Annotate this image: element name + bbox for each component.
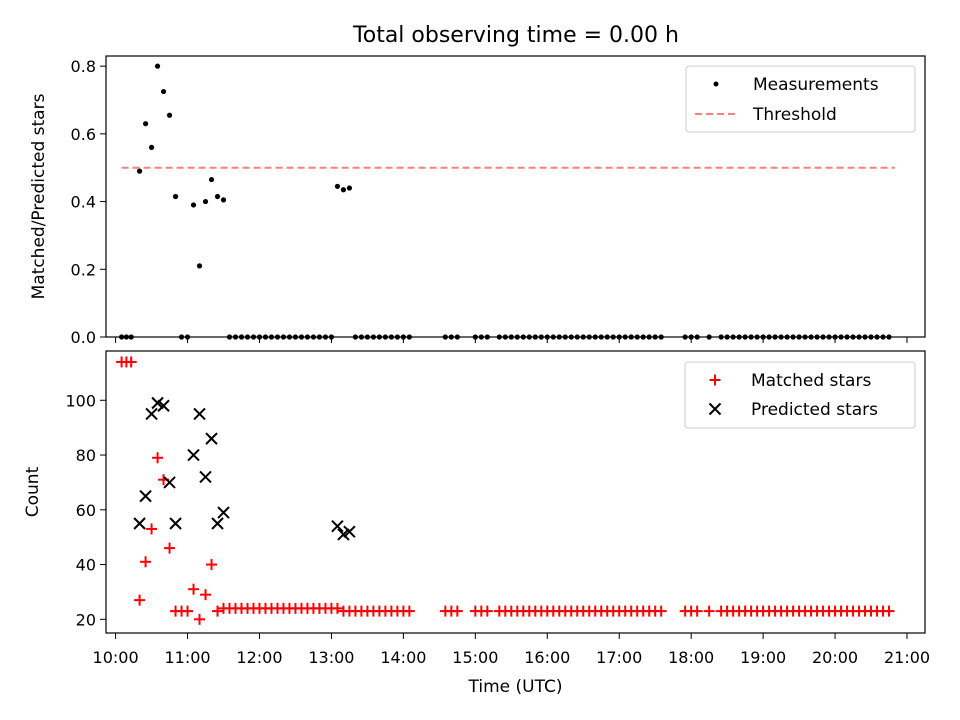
x-tick-label-4: 14:00 [380, 648, 426, 667]
x-tick-label-3: 13:00 [308, 648, 354, 667]
measurement-point [208, 176, 215, 183]
bottom-y-tick-label-0: 20 [76, 610, 96, 629]
measurement-point [214, 193, 221, 200]
predicted-star-point [157, 399, 170, 412]
bottom-x-ticks: 10:00 11:00 12:00 13:00 14:00 15:00 16:00 17:00… [93, 633, 930, 667]
bottom-y-tick-label-2: 60 [76, 501, 96, 520]
matched-star-point [331, 602, 343, 614]
measurement-point [334, 183, 341, 189]
matched-star-point [146, 523, 158, 535]
matched-star-point [691, 605, 703, 617]
matched-star-point [403, 605, 415, 617]
legend-threshold-label: Threshold [752, 105, 837, 125]
predicted-star-point [139, 489, 152, 503]
x-tick-label-0: 10:00 [93, 648, 139, 667]
matched-stars-points [116, 356, 895, 625]
legend-measurements-marker [713, 81, 719, 87]
matched-star-point [212, 605, 224, 617]
matched-star-point [140, 556, 152, 568]
bottom-y-tick-label-4: 100 [65, 391, 96, 410]
predicted-star-point [199, 470, 212, 484]
predicted-star-point [343, 525, 356, 538]
matched-star-point [451, 605, 463, 617]
legend-predicted-glyph [708, 402, 722, 416]
measurement-point [136, 168, 143, 174]
top-y-ticks: 0.0 0.2 0.4 0.6 0.8 [71, 57, 106, 347]
matched-star-point [125, 356, 137, 368]
legend-matched-marker [709, 374, 721, 386]
legend-predicted-marker [708, 402, 722, 416]
x-tick-label-7: 17:00 [596, 648, 642, 667]
x-tick-label-5: 15:00 [452, 648, 498, 667]
top-axes-frame [105, 55, 926, 338]
top-y-tick-label-4: 0.8 [71, 57, 96, 76]
matched-star-point [164, 542, 176, 554]
predicted-star-point [217, 506, 230, 519]
top-y-tick-label-2: 0.4 [71, 193, 96, 212]
legend-matched-glyph [709, 374, 721, 386]
matched-star-point [200, 589, 212, 601]
predicted-stars-points [133, 396, 356, 541]
legend-matched-label: Matched stars [751, 371, 871, 391]
matched-star-point [188, 583, 200, 595]
predicted-star-point [211, 517, 224, 530]
matched-star-point [182, 605, 194, 617]
measurement-point [340, 187, 347, 193]
predicted-star-point [205, 432, 218, 445]
legend-measurements-label: Measurements [753, 75, 879, 95]
bottom-panel: 20 40 60 80 100 10:00 11:00 12:00 13:00 14:00 15:… [23, 350, 930, 697]
x-tick-label-10: 20:00 [812, 648, 858, 667]
bottom-axes-frame [105, 350, 926, 634]
matched-star-point [481, 605, 493, 617]
top-legend: Measurements Threshold [685, 65, 916, 133]
predicted-star-point [187, 448, 200, 462]
x-tick-label-11: 21:00 [884, 648, 930, 667]
matched-star-point [883, 605, 895, 617]
legend-predicted-label: Predicted stars [751, 400, 878, 420]
bottom-legend: Matched stars Predicted stars [684, 361, 916, 429]
predicted-star-point [145, 407, 158, 421]
matched-star-point [206, 559, 218, 571]
top-y-tick-label-3: 0.6 [71, 125, 96, 144]
top-y-axis-label: Matched/Predicted stars [29, 93, 49, 299]
measurement-point [166, 112, 173, 118]
predicted-star-point [331, 520, 344, 533]
x-tick-label-2: 12:00 [236, 648, 282, 667]
top-panel: 0.00.20.40.60.8 Matched/Predicted stars … [29, 55, 926, 347]
measurement-point [154, 63, 161, 69]
predicted-star-point [193, 407, 206, 421]
matched-star-point [655, 605, 667, 617]
x-tick-label-9: 19:00 [740, 648, 786, 667]
x-axis-label: Time (UTC) [468, 677, 563, 697]
bottom-y-ticks: 20 40 60 80 100 [65, 391, 106, 629]
bottom-y-axis-label: Count [23, 466, 43, 517]
matched-star-point [194, 613, 206, 625]
measurement-point [202, 198, 209, 205]
matched-star-point [134, 594, 146, 606]
x-tick-label-6: 16:00 [524, 648, 570, 667]
predicted-star-point [133, 517, 146, 530]
measurement-point [220, 197, 227, 203]
x-tick-label-8: 18:00 [668, 648, 714, 667]
chart-title: Total observing time = 0.00 h [352, 23, 679, 48]
matched-star-point [703, 605, 715, 617]
bottom-y-tick-label-1: 40 [76, 556, 96, 575]
bottom-y-tick-label-3: 80 [76, 446, 96, 465]
measurement-point [346, 185, 353, 191]
measurement-point [160, 88, 167, 95]
top-legend-box [685, 65, 916, 133]
top-y-tick-label-0: 0.0 [71, 328, 96, 347]
matched-star-point [152, 452, 164, 464]
measurement-point [196, 263, 203, 269]
measurement-point [142, 121, 149, 127]
measurement-point [172, 193, 179, 200]
x-tick-label-1: 11:00 [164, 648, 210, 667]
predicted-star-point [163, 476, 176, 489]
measurement-point [148, 144, 155, 151]
bottom-legend-box [684, 361, 916, 429]
measurement-point [190, 202, 197, 208]
predicted-star-point [169, 517, 182, 530]
top-y-tick-label-1: 0.2 [71, 260, 96, 279]
